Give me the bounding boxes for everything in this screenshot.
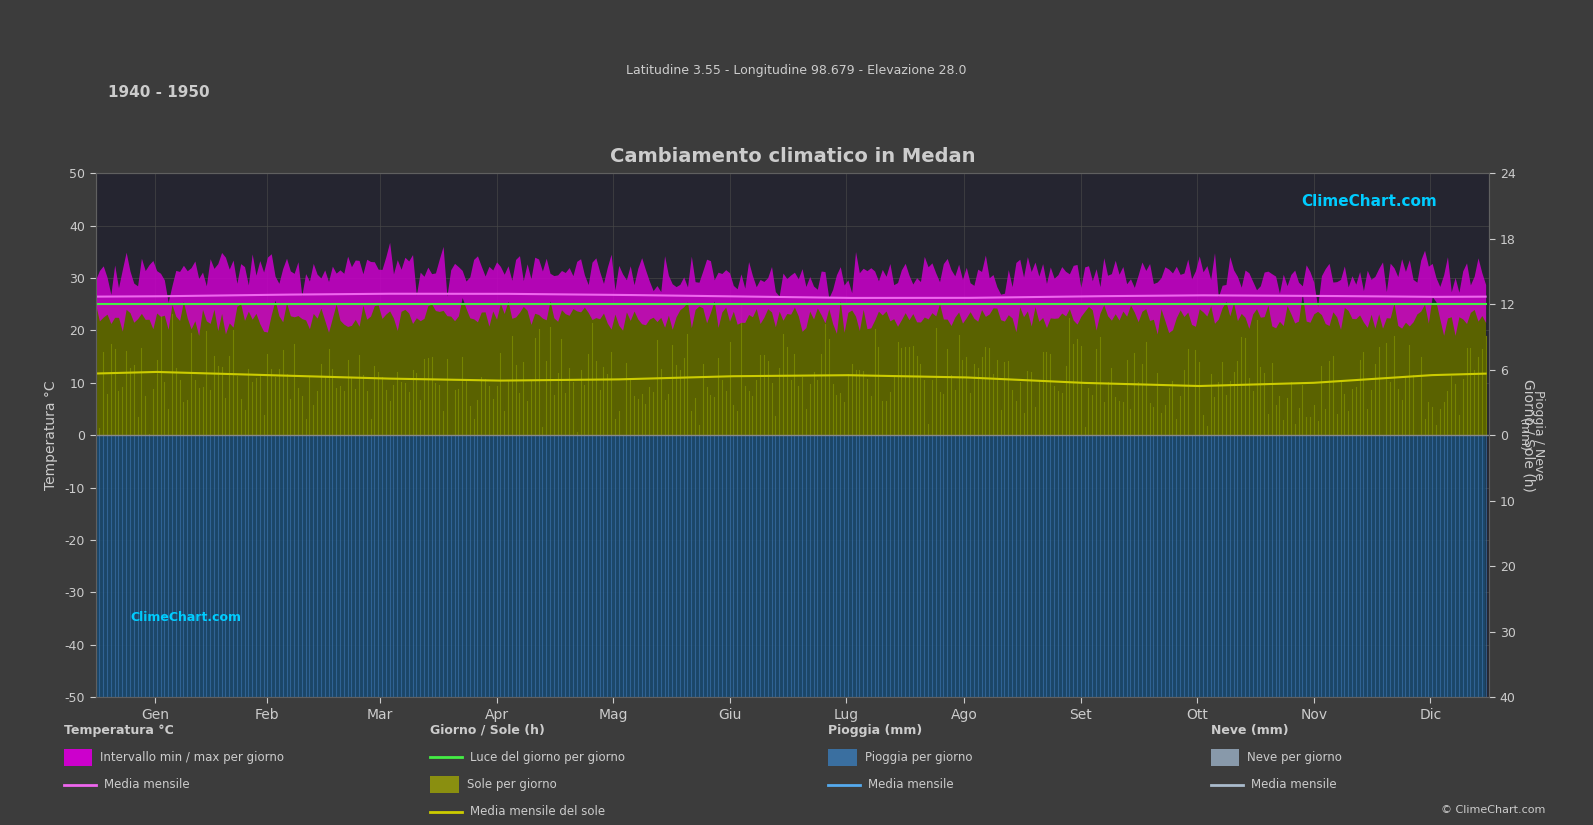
Text: Media mensile: Media mensile bbox=[868, 778, 954, 791]
Text: Pioggia per giorno: Pioggia per giorno bbox=[865, 751, 972, 764]
Title: Cambiamento climatico in Medan: Cambiamento climatico in Medan bbox=[610, 147, 975, 166]
Text: ClimeChart.com: ClimeChart.com bbox=[131, 610, 242, 624]
Text: ClimeChart.com: ClimeChart.com bbox=[1301, 194, 1437, 210]
Text: Sole per giorno: Sole per giorno bbox=[467, 778, 556, 791]
Text: Media mensile del sole: Media mensile del sole bbox=[470, 805, 605, 818]
Text: Giorno / Sole (h): Giorno / Sole (h) bbox=[430, 724, 545, 737]
Y-axis label: Temperatura °C: Temperatura °C bbox=[43, 380, 57, 490]
Text: Intervallo min / max per giorno: Intervallo min / max per giorno bbox=[100, 751, 285, 764]
Text: Media mensile: Media mensile bbox=[104, 778, 190, 791]
Text: Pioggia (mm): Pioggia (mm) bbox=[828, 724, 922, 737]
Text: Temperatura °C: Temperatura °C bbox=[64, 724, 174, 737]
Y-axis label: Pioggia / Neve
(mm): Pioggia / Neve (mm) bbox=[1517, 390, 1545, 480]
Text: Luce del giorno per giorno: Luce del giorno per giorno bbox=[470, 751, 624, 764]
Y-axis label: Giorno / Sole (h): Giorno / Sole (h) bbox=[1521, 379, 1536, 492]
Text: Latitudine 3.55 - Longitudine 98.679 - Elevazione 28.0: Latitudine 3.55 - Longitudine 98.679 - E… bbox=[626, 64, 967, 77]
Text: Neve (mm): Neve (mm) bbox=[1211, 724, 1289, 737]
Text: Neve per giorno: Neve per giorno bbox=[1247, 751, 1343, 764]
Text: 1940 - 1950: 1940 - 1950 bbox=[108, 85, 210, 100]
Text: Media mensile: Media mensile bbox=[1251, 778, 1337, 791]
Text: © ClimeChart.com: © ClimeChart.com bbox=[1440, 805, 1545, 815]
